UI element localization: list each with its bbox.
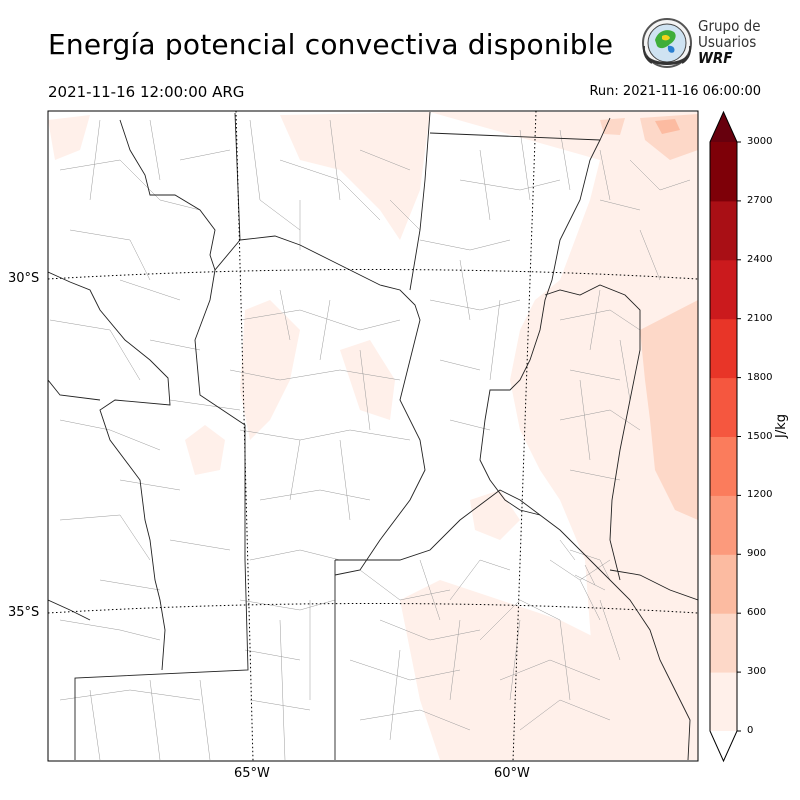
parallel-30s — [48, 269, 698, 280]
colorbar-bin — [710, 613, 737, 673]
boundaries-buenos-aires — [349, 559, 621, 741]
colorbar-bin — [710, 200, 737, 261]
logo-line-2: Usuarios — [698, 33, 757, 51]
colorbar-bin — [710, 142, 737, 202]
colorbar-bin — [710, 318, 737, 379]
boundaries-west — [49, 159, 211, 761]
lat-label-35s: 35°S — [8, 605, 40, 620]
border-rio-de-la-plata — [609, 569, 698, 601]
globe-emblem-icon — [642, 18, 692, 68]
colorbar-tick-label: 0 — [747, 725, 754, 736]
logo-line-1: Grupo de — [698, 17, 761, 35]
cape-area-central-west — [240, 300, 300, 440]
border-santiago-chaco — [409, 111, 431, 291]
border-entrerios-uruguay — [544, 284, 641, 581]
colorbar-extend-upper — [710, 112, 737, 142]
colorbar-tick-label: 1500 — [747, 430, 773, 442]
cape-shading-second-class — [600, 114, 698, 520]
run-time-label: Run: 2021-11-16 06:00:00 — [589, 84, 761, 99]
boundaries-north — [249, 119, 421, 250]
cape-area-maximum — [655, 119, 680, 134]
colorbar-tick-label: 600 — [747, 607, 767, 619]
map-canvas — [48, 111, 698, 761]
lat-label-30s: 30°S — [8, 271, 40, 286]
border-sanjuan-south — [48, 379, 101, 401]
boundaries-litoral — [419, 129, 571, 431]
logo-line-3: WRF — [698, 49, 733, 67]
meridian-65w — [235, 111, 254, 761]
colorbar-bin — [710, 259, 737, 320]
boundaries-la-pampa — [239, 599, 336, 761]
colorbar-bin — [710, 436, 737, 496]
colorbar-tick-label: 2400 — [747, 253, 773, 265]
boundaries-west-2 — [89, 119, 241, 591]
department-boundaries — [49, 119, 691, 761]
map-frame — [47, 110, 699, 762]
colorbar-tick-label: 3000 — [747, 136, 773, 147]
border-corrientes-santafe — [479, 139, 601, 516]
valid-time-label: 2021-11-16 12:00:00 ARG — [48, 83, 245, 101]
cape-area-northwest — [48, 115, 90, 160]
cape-area-northeast — [430, 112, 698, 760]
colorbar-tick-label: 300 — [747, 666, 767, 678]
graticule — [48, 111, 698, 761]
colorbar-tick-label: 900 — [747, 548, 767, 560]
colorbar-bin — [710, 377, 737, 437]
cape-area-central — [340, 340, 395, 420]
border-buenosaires-north-coast — [335, 489, 691, 761]
colorbar-bin — [710, 672, 737, 732]
page-title: Energía potencial convectiva disponible — [48, 28, 614, 61]
colorbar-tick-label: 2100 — [747, 312, 773, 324]
cape-area-east-edge — [640, 300, 698, 520]
border-catamarca-larioja — [119, 119, 216, 271]
border-santafe-west — [239, 235, 426, 576]
border-sanjuan-mendoza — [48, 271, 171, 671]
colorbar-tick-label: 2700 — [747, 194, 773, 206]
wrf-users-group-logo: Grupo de Usuarios WRF — [638, 16, 763, 72]
parallel-35s — [48, 603, 698, 614]
colorbar-bin — [710, 554, 737, 614]
cape-area-northeast-corner — [640, 114, 698, 160]
boundaries-central — [229, 289, 411, 561]
meridian-60w — [512, 111, 537, 761]
boundaries-mesopotamia — [559, 149, 691, 481]
cape-area-mesopotamia — [470, 490, 520, 540]
colorbar-tick-label: 1200 — [747, 489, 773, 501]
lon-label-60w: 60°W — [494, 766, 530, 781]
colorbar-bin — [710, 495, 737, 555]
cape-area-north — [280, 112, 430, 240]
logo-text: Grupo de Usuarios WRF — [698, 18, 761, 66]
colorbar — [709, 110, 741, 763]
cape-area-north-patch — [600, 118, 625, 135]
border-mendoza-south — [48, 599, 91, 621]
cape-area-west — [185, 425, 225, 475]
border-cordoba-west — [74, 112, 249, 760]
province-boundaries — [48, 111, 698, 761]
colorbar-tick-label: 1800 — [747, 371, 773, 383]
lon-label-65w: 65°W — [234, 766, 270, 781]
boundaries-greater-buenos-aires — [559, 539, 611, 591]
colorbar-extend-lower — [710, 731, 737, 761]
colorbar-unit-label: J/kg — [774, 414, 789, 438]
